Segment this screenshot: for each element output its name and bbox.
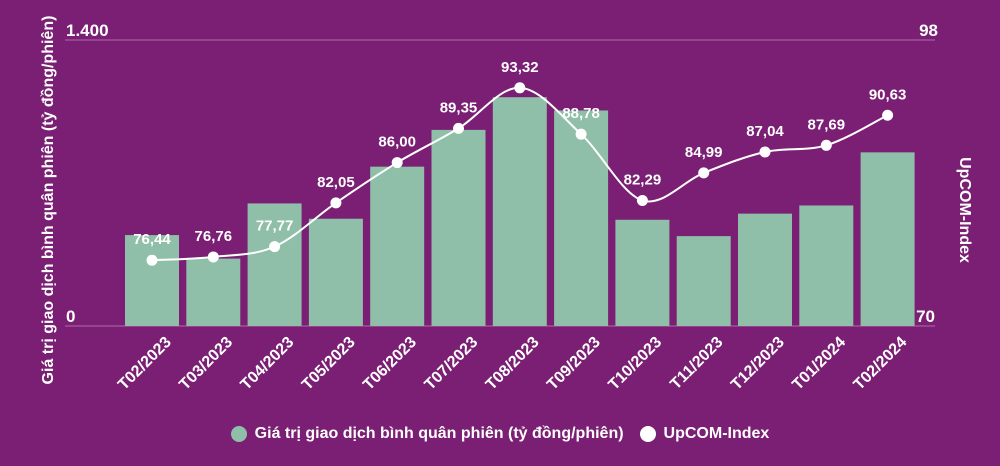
point-T01/2024 [820, 139, 832, 151]
point-T11/2023 [698, 167, 710, 179]
point-T10/2023 [636, 194, 648, 206]
category-label-T01/2024: T01/2024 [789, 334, 849, 394]
data-label-T05/2023: 82,05 [317, 174, 355, 191]
bar-T08/2023 [492, 97, 547, 326]
point-T08/2023 [514, 82, 526, 94]
data-label-T09/2023: 88,78 [562, 105, 600, 122]
category-label-T03/2023: T03/2023 [176, 334, 236, 394]
point-T07/2023 [453, 122, 464, 134]
data-label-T04/2023: 77,77 [256, 218, 294, 235]
data-label-T08/2023: 93,32 [501, 59, 539, 76]
data-label-T12/2023: 87,04 [746, 123, 784, 140]
point-T05/2023 [330, 197, 342, 209]
y2-axis-title: UpCOM-Index [956, 157, 973, 263]
line-points [146, 82, 894, 266]
category-label-T11/2023: T11/2023 [667, 334, 726, 393]
y-axis-title: Giá trị giao dịch bình quân phiên (tỷ đồ… [40, 16, 57, 385]
category-label-T10/2023: T10/2023 [605, 334, 665, 394]
bar-T02/2024 [860, 152, 915, 326]
point-T02/2023 [146, 254, 158, 266]
category-labels: T02/2023 T03/2023 T04/2023 T05/2023 T06/2023… [115, 334, 910, 394]
point-T04/2023 [269, 241, 281, 253]
bar-series [125, 97, 915, 326]
legend: Giá trị giao dịch bình quân phiên (tỷ đồ… [0, 425, 1000, 443]
legend-swatch-line [639, 426, 656, 442]
legend-item-bars: Giá trị giao dịch bình quân phiên (tỷ đồ… [230, 425, 624, 443]
point-T03/2023 [207, 251, 219, 263]
category-label-T04/2023: T04/2023 [238, 334, 298, 394]
data-label-T02/2023: 76,44 [133, 231, 171, 248]
bar-T12/2023 [738, 213, 792, 326]
category-label-T08/2023: T08/2023 [483, 334, 543, 394]
point-T12/2023 [759, 146, 771, 158]
category-label-T02/2023: T02/2023 [115, 334, 175, 394]
legend-swatch-bars [230, 426, 247, 442]
category-label-T09/2023: T09/2023 [544, 334, 604, 394]
bar-T10/2023 [615, 219, 670, 326]
chart: 76,44 76,76 77,77 82,05 86,00 89,35 93,32 88,78… [40, 16, 973, 394]
bar-T11/2023 [676, 236, 731, 326]
data-label-T10/2023: 82,29 [624, 171, 662, 188]
legend-label-line: UpCOM-Index [663, 425, 770, 442]
bar-T06/2023 [370, 166, 425, 326]
bar-T04/2023 [247, 203, 302, 326]
y-tick-top: 1.400 [66, 21, 109, 40]
bar-T02/2023 [125, 235, 179, 326]
legend-item-line: UpCOM-Index [639, 425, 770, 443]
category-label-T05/2023: T05/2023 [299, 334, 359, 394]
y-tick-bottom: 0 [66, 307, 75, 326]
point-T02/2024 [882, 109, 894, 121]
point-T09/2023 [575, 128, 587, 140]
bar-T05/2023 [308, 218, 363, 326]
legend-label-bars: Giá trị giao dịch bình quân phiên (tỷ đồ… [254, 425, 624, 442]
bar-T07/2023 [431, 129, 486, 326]
y2-tick-top: 98 [919, 21, 938, 40]
data-label-T11/2023: 84,99 [685, 144, 723, 161]
bar-T01/2024 [799, 205, 854, 326]
data-label-T03/2023: 76,76 [195, 228, 233, 245]
y2-tick-bottom: 70 [916, 307, 935, 326]
category-label-T06/2023: T06/2023 [360, 334, 420, 394]
data-labels: 76,44 76,76 77,77 82,05 86,00 89,35 93,32 88,78… [133, 59, 906, 248]
category-label-T07/2023: T07/2023 [422, 334, 482, 394]
point-T06/2023 [391, 157, 403, 169]
data-label-T01/2024: 87,69 [808, 116, 846, 133]
category-label-T02/2024: T02/2024 [851, 334, 911, 394]
data-label-T07/2023: 89,35 [440, 99, 478, 116]
data-label-T02/2024: 90,63 [869, 86, 907, 103]
data-label-T06/2023: 86,00 [378, 134, 416, 151]
bar-T09/2023 [554, 110, 609, 326]
category-label-T12/2023: T12/2023 [728, 334, 788, 394]
bar-T03/2023 [186, 258, 241, 326]
